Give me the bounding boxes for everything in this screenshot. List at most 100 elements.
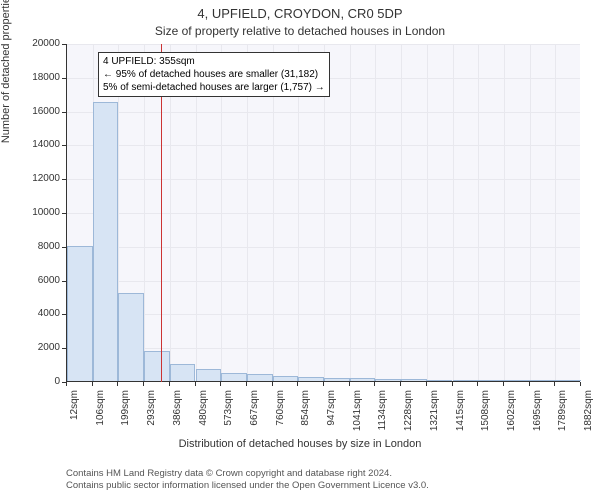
x-tick-label: 480sqm — [198, 390, 209, 440]
x-tick — [297, 382, 298, 386]
x-tick-label: 1508sqm — [480, 390, 491, 440]
x-tick — [400, 382, 401, 386]
y-tick — [62, 179, 66, 180]
x-tick-label: 1321sqm — [429, 390, 440, 440]
x-tick — [503, 382, 504, 386]
y-tick-label: 16000 — [32, 106, 60, 117]
grid-line-v — [530, 44, 531, 381]
grid-line-v — [401, 44, 402, 381]
histogram-bar — [273, 376, 299, 381]
x-tick-label: 199sqm — [120, 390, 131, 440]
x-tick-label: 573sqm — [223, 390, 234, 440]
x-tick-label: 1415sqm — [455, 390, 466, 440]
x-tick — [220, 382, 221, 386]
x-tick — [477, 382, 478, 386]
chart-subtitle: Size of property relative to detached ho… — [155, 24, 445, 38]
histogram-bar — [298, 377, 324, 381]
x-tick — [246, 382, 247, 386]
histogram-bar — [118, 293, 144, 381]
x-tick — [426, 382, 427, 386]
y-tick — [62, 112, 66, 113]
histogram-bar — [247, 374, 273, 381]
annotation-line: ← 95% of detached houses are smaller (31… — [103, 68, 325, 81]
x-tick-label: 947sqm — [326, 390, 337, 440]
histogram-bar — [144, 351, 170, 381]
y-tick — [62, 247, 66, 248]
x-tick-label: 386sqm — [172, 390, 183, 440]
x-tick-label: 1041sqm — [352, 390, 363, 440]
annotation-box: 4 UPFIELD: 355sqm← 95% of detached house… — [98, 52, 330, 97]
x-tick — [272, 382, 273, 386]
x-tick-label: 667sqm — [249, 390, 260, 440]
grid-line-v — [504, 44, 505, 381]
histogram-bar — [93, 102, 119, 381]
histogram-bar — [221, 373, 247, 381]
grid-line-v — [350, 44, 351, 381]
x-tick-label: 1789sqm — [557, 390, 568, 440]
histogram-bar — [375, 379, 401, 381]
x-tick — [349, 382, 350, 386]
y-tick-label: 2000 — [38, 342, 60, 353]
y-tick — [62, 213, 66, 214]
y-tick-label: 4000 — [38, 308, 60, 319]
x-tick — [66, 382, 67, 386]
histogram-bar — [67, 246, 93, 381]
histogram-bar — [170, 364, 196, 381]
y-tick — [62, 314, 66, 315]
y-tick — [62, 281, 66, 282]
histogram-bar — [453, 380, 479, 381]
y-tick — [62, 78, 66, 79]
annotation-line: 4 UPFIELD: 355sqm — [103, 55, 325, 68]
x-tick — [580, 382, 581, 386]
x-tick — [143, 382, 144, 386]
y-tick — [62, 348, 66, 349]
histogram-bar — [401, 379, 427, 381]
histogram-bar — [478, 380, 504, 381]
x-tick-label: 854sqm — [300, 390, 311, 440]
grid-line-v — [453, 44, 454, 381]
x-tick-label: 1882sqm — [583, 390, 594, 440]
x-tick — [323, 382, 324, 386]
x-tick-label: 293sqm — [146, 390, 157, 440]
x-tick-label: 1695sqm — [532, 390, 543, 440]
y-tick — [62, 145, 66, 146]
histogram-bar — [324, 378, 350, 381]
x-tick — [117, 382, 118, 386]
histogram-bar — [350, 378, 376, 381]
chart-title: 4, UPFIELD, CROYDON, CR0 5DP — [197, 6, 402, 21]
footer-line-1: Contains HM Land Registry data © Crown c… — [66, 468, 429, 480]
y-tick-label: 14000 — [32, 139, 60, 150]
y-tick-label: 6000 — [38, 275, 60, 286]
histogram-bar — [196, 369, 222, 381]
grid-line-v — [375, 44, 376, 381]
x-tick — [554, 382, 555, 386]
grid-line-v — [478, 44, 479, 381]
footer-text: Contains HM Land Registry data © Crown c… — [66, 468, 429, 493]
x-tick — [195, 382, 196, 386]
y-tick — [62, 44, 66, 45]
histogram-bar — [504, 380, 530, 381]
y-tick-label: 0 — [54, 376, 60, 387]
chart-container: 4, UPFIELD, CROYDON, CR0 5DP Size of pro… — [0, 0, 600, 500]
x-tick-label: 1134sqm — [377, 390, 388, 440]
histogram-bar — [530, 380, 556, 381]
x-tick-label: 760sqm — [275, 390, 286, 440]
y-axis-label: Number of detached properties — [0, 0, 12, 143]
y-tick-label: 12000 — [32, 173, 60, 184]
x-tick-label: 106sqm — [95, 390, 106, 440]
x-tick-label: 12sqm — [69, 390, 80, 440]
x-tick — [374, 382, 375, 386]
y-tick-label: 8000 — [38, 241, 60, 252]
grid-line-v — [555, 44, 556, 381]
annotation-line: 5% of semi-detached houses are larger (1… — [103, 81, 325, 94]
x-tick — [529, 382, 530, 386]
y-tick-label: 20000 — [32, 38, 60, 49]
y-tick-label: 18000 — [32, 72, 60, 83]
grid-line-v — [427, 44, 428, 381]
x-tick — [92, 382, 93, 386]
x-tick-label: 1602sqm — [506, 390, 517, 440]
x-tick-label: 1228sqm — [403, 390, 414, 440]
y-tick-label: 10000 — [32, 207, 60, 218]
histogram-bar — [555, 380, 581, 381]
x-tick — [452, 382, 453, 386]
